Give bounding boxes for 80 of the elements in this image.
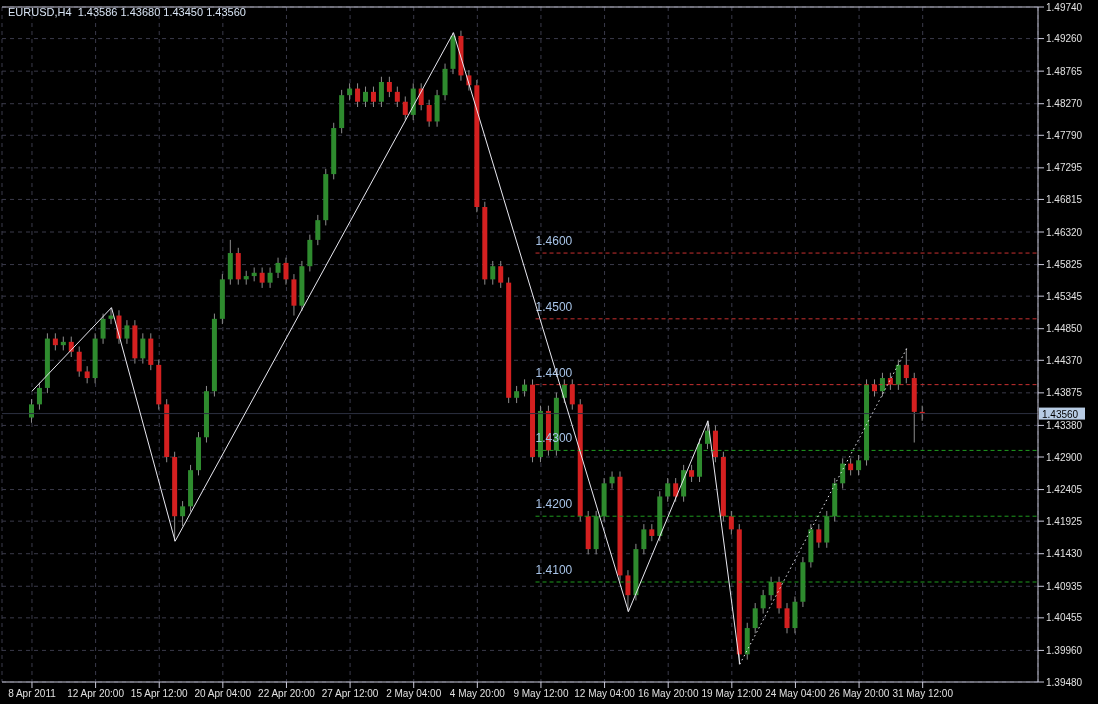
y-tick-label: 1.45825 xyxy=(1046,259,1083,271)
y-tick-label: 1.48765 xyxy=(1046,65,1083,77)
y-tick-label: 1.39480 xyxy=(1046,676,1083,688)
y-tick-label: 1.39960 xyxy=(1046,644,1083,656)
y-tick-label: 1.40935 xyxy=(1046,580,1083,592)
x-tick-label: 20 Apr 04:00 xyxy=(194,688,252,700)
candlestick xyxy=(760,589,766,615)
y-tick-label: 1.49260 xyxy=(1046,33,1083,45)
candlestick xyxy=(76,345,82,378)
candlestick xyxy=(426,99,432,128)
candlestick xyxy=(124,319,130,345)
candlestick xyxy=(840,457,846,490)
candlestick xyxy=(784,602,790,634)
candlestick xyxy=(140,332,146,365)
candlestick xyxy=(609,470,615,490)
candlestick xyxy=(386,76,392,98)
y-tick-label: 1.48270 xyxy=(1046,98,1083,110)
y-tick-label: 1.42405 xyxy=(1046,484,1083,496)
candlestick xyxy=(816,523,822,549)
candlestick xyxy=(728,510,734,536)
candlestick xyxy=(625,569,631,613)
candlestick xyxy=(36,382,42,411)
candlestick xyxy=(895,359,901,391)
candlestick xyxy=(355,82,361,108)
candlestick xyxy=(363,86,369,108)
chart-title: EURUSD,H4 1.43586 1.43680 1.43450 1.43560 xyxy=(8,6,246,18)
candlestick xyxy=(180,500,186,527)
candlestick xyxy=(569,378,575,411)
y-tick-label: 1.43875 xyxy=(1046,387,1083,399)
candlestick xyxy=(370,86,376,108)
candlestick xyxy=(378,76,384,108)
candlestick xyxy=(315,214,321,246)
y-tick-label: 1.44850 xyxy=(1046,323,1083,335)
y-tick-label: 1.44370 xyxy=(1046,354,1083,366)
y-tick-label: 1.47295 xyxy=(1046,162,1083,174)
candlestick xyxy=(490,260,496,286)
ref-line-label: 1.4100 xyxy=(535,563,573,577)
candlestick xyxy=(402,95,408,121)
x-tick-label: 12 Apr 20:00 xyxy=(67,688,125,700)
candlestick xyxy=(641,523,647,555)
y-tick-label: 1.41925 xyxy=(1046,515,1083,527)
x-tick-label: 2 May 04:00 xyxy=(386,688,442,700)
y-tick-label: 1.45345 xyxy=(1046,290,1083,302)
ref-line-label: 1.43560 xyxy=(1042,408,1079,420)
x-tick-label: 19 May 12:00 xyxy=(701,688,763,700)
candlestick xyxy=(100,313,106,345)
candlestick xyxy=(752,602,758,634)
x-tick-label: 27 Apr 12:00 xyxy=(321,688,379,700)
ref-line-label: 1.4500 xyxy=(535,299,573,314)
x-tick-label: 15 Apr 12:00 xyxy=(130,688,189,700)
x-tick-label: 22 Apr 20:00 xyxy=(258,688,316,700)
y-tick-label: 1.41430 xyxy=(1046,548,1083,560)
ref-line-label: 1.4200 xyxy=(535,497,573,512)
y-tick-label: 1.46320 xyxy=(1046,226,1083,238)
ref-line-label: 1.4600 xyxy=(535,234,573,249)
candlestick xyxy=(903,347,909,384)
y-tick-label: 1.42900 xyxy=(1046,451,1083,463)
x-tick-label: 4 May 20:00 xyxy=(449,688,506,700)
candlestick xyxy=(498,260,504,289)
x-tick-label: 26 May 20:00 xyxy=(828,688,890,700)
y-tick-label: 1.46815 xyxy=(1046,193,1083,205)
candlestick xyxy=(394,86,400,108)
y-tick-label: 1.43380 xyxy=(1046,419,1083,431)
candlestick xyxy=(856,454,862,476)
candlestick xyxy=(283,257,289,286)
y-tick-label: 1.40455 xyxy=(1046,612,1083,624)
x-tick-label: 9 May 12:00 xyxy=(513,688,569,700)
x-tick-label: 8 Apr 2011 xyxy=(8,688,57,700)
candlestick xyxy=(665,477,671,503)
x-tick-label: 12 May 04:00 xyxy=(574,688,636,700)
candlestick xyxy=(673,477,679,503)
x-tick-label: 16 May 20:00 xyxy=(637,688,699,700)
y-tick-label: 1.49740 xyxy=(1046,1,1083,13)
candlestick xyxy=(267,267,273,289)
y-tick-label: 1.47790 xyxy=(1046,129,1083,141)
candlestick xyxy=(768,576,774,601)
candlestick xyxy=(275,257,281,279)
x-tick-label: 24 May 04:00 xyxy=(765,688,827,700)
candlestick xyxy=(259,267,265,289)
x-tick-label: 31 May 12:00 xyxy=(892,688,954,700)
